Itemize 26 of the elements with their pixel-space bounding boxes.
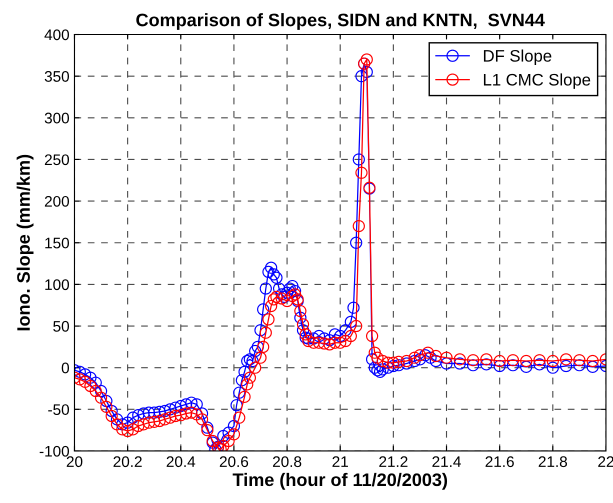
chart-title: Comparison of Slopes, SIDN and KNTN, SVN44 bbox=[136, 13, 545, 30]
y-tick-label: -100 bbox=[40, 446, 70, 457]
x-tick-label: 21.6 bbox=[486, 456, 514, 468]
x-tick-label: 21.8 bbox=[538, 456, 568, 468]
y-tick-label: 400 bbox=[44, 29, 70, 40]
y-tick-label: -50 bbox=[48, 404, 70, 416]
legend-label: L1 CMC Slope bbox=[484, 73, 590, 89]
y-axis-title: Iono. Slope (mm/km) bbox=[16, 154, 34, 330]
y-tick-label: 350 bbox=[44, 71, 70, 82]
legend-label: DF Slope bbox=[484, 50, 552, 66]
y-tick-label: 200 bbox=[44, 196, 70, 207]
x-tick-label: 21 bbox=[332, 456, 348, 467]
y-tick-label: 250 bbox=[44, 154, 70, 166]
y-tick-label: 0 bbox=[62, 362, 70, 374]
y-tick-label: 50 bbox=[53, 320, 70, 332]
y-tick-label: 150 bbox=[45, 238, 70, 248]
x-tick-label: 20.6 bbox=[220, 456, 248, 468]
x-tick-label: 21.2 bbox=[379, 456, 408, 467]
x-tick-label: 21.4 bbox=[432, 456, 461, 467]
y-tick-label: 300 bbox=[44, 112, 70, 124]
x-tick-label: 20.2 bbox=[114, 456, 142, 468]
x-tick-label: 20.8 bbox=[272, 456, 302, 468]
x-axis-title: Time (hour of 11/20/2003) bbox=[232, 472, 448, 490]
x-tick-label: 20 bbox=[66, 456, 82, 468]
x-tick-label: 20.4 bbox=[166, 456, 196, 468]
y-tick-label: 100 bbox=[45, 279, 70, 290]
